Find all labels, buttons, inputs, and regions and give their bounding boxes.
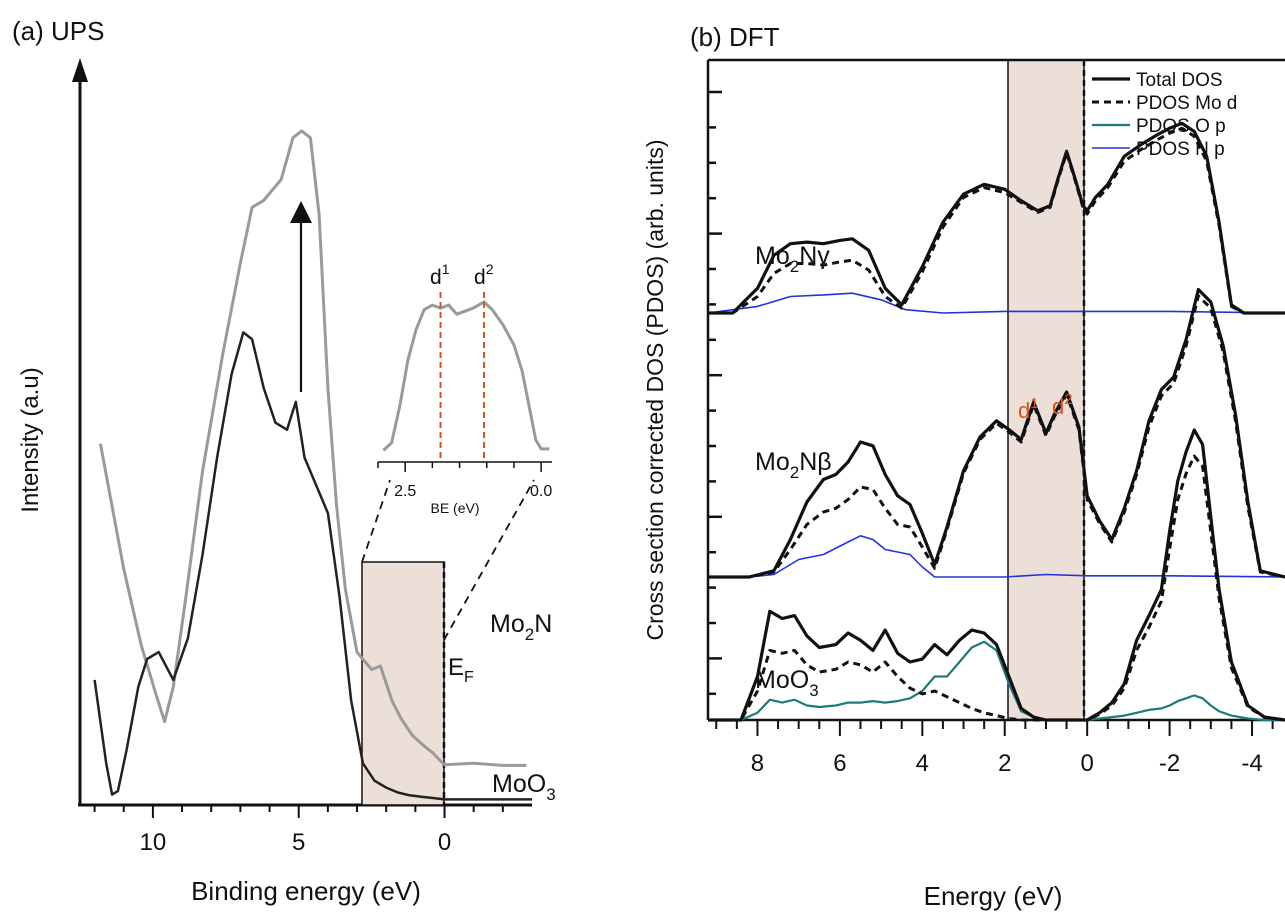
panel-a-x-tick-label: 10 (140, 829, 167, 856)
panel-b-y-label: Cross section corrected DOS (PDOS) (arb.… (642, 139, 668, 640)
panel-b-highlight-band (1007, 59, 1085, 721)
curve-mo2nγ-total-dos (708, 121, 1285, 315)
panel-b-x-label: Energy (eV) (924, 881, 1063, 911)
curve-mo2nβ-total-dos (708, 287, 1285, 579)
curve-mo2n (98, 129, 527, 767)
curve-moo3 (93, 331, 532, 801)
panel-a-x-tick-label: 5 (292, 829, 305, 856)
panel-a-inset: 2.5 0.0 BE (eV) d1 d2 (361, 261, 552, 641)
panel-b-gamma-label: Mo2Nγ (755, 242, 830, 276)
panel-b-x-tick-label: 6 (833, 750, 846, 777)
curve-mo2nβ-pdos-n-p (708, 535, 1285, 578)
panel-b-x-tick-label: -2 (1159, 750, 1180, 777)
inset-peak-d1-label: d1 (430, 261, 450, 289)
curve-mo2nγ-pdos-n-p (707, 292, 1285, 314)
panel-a-ef-label: EF (448, 654, 474, 686)
panel-b-title: (b) DFT (690, 22, 780, 52)
panel-b-y-ticks (708, 90, 722, 696)
inset-curve (382, 300, 550, 452)
legend-label: Total DOS (1136, 70, 1223, 91)
panel-b-x-tick-label: 2 (998, 750, 1011, 777)
inset-x-tick-label: 2.5 (394, 483, 416, 500)
panel-a-title: (a) UPS (12, 16, 104, 46)
panel-a-y-label: Intensity (a.u) (17, 367, 44, 512)
inset-peak-lines (439, 292, 486, 460)
panel-a-x-label: Binding energy (eV) (191, 876, 421, 906)
panel-a-y-axis-arrowhead (72, 58, 88, 82)
panel-a-x-tick-label: 0 (438, 829, 451, 856)
panel-b-curves (707, 121, 1285, 722)
curve-moo3-total-dos (708, 428, 1285, 722)
legend-label: PDOS Mo d (1136, 93, 1237, 114)
panel-b-x-ticks: 8 6 4 2 0 -2 -4 (715, 720, 1274, 777)
panel-a-highlight-band (361, 561, 445, 806)
panel-b-moo3-label: MoO3 (755, 666, 819, 700)
panel-a-moo3-label: MoO3 (492, 770, 556, 804)
inset-spectrum-line (382, 300, 550, 452)
curve-moo3-pdos-o-p (708, 640, 1285, 722)
panel-a-x-ticks: 10 5 0 (93, 805, 504, 856)
curve-moo3-pdos-mo-d (708, 454, 1285, 722)
panel-b-beta-label: Mo2Nβ (755, 448, 832, 482)
panel-b-x-tick-label: -4 (1241, 750, 1262, 777)
panel-a: (a) UPS Intensity (a.u) 10 5 0 Binding ene… (12, 16, 556, 906)
inset-zoom-line-right (443, 479, 535, 641)
panel-b-x-tick-label: 4 (916, 750, 929, 777)
panel-b-d2-label: d2 (1052, 391, 1073, 419)
panel-b-x-tick-label: 0 (1080, 750, 1093, 777)
panel-a-curves (93, 129, 532, 801)
legend-label: PDOS N p (1136, 139, 1225, 160)
panel-b-x-tick-label: 8 (751, 750, 764, 777)
inset-x-label: BE (eV) (430, 500, 479, 516)
inset-x-tick-label: 0.0 (530, 483, 552, 500)
inset-peak-d2-label: d2 (474, 261, 494, 289)
panel-b-d1-label: d1 (1018, 395, 1039, 423)
inset-x-ticks: 2.5 0.0 (377, 462, 552, 500)
panel-b: (b) DFT 8 6 4 2 0 -2 -4 Cross section correcte… (642, 22, 1285, 911)
inset-zoom-line-left (361, 479, 391, 563)
panel-a-mo2n-label: Mo2N (490, 610, 552, 644)
legend-label: PDOS O p (1136, 116, 1226, 137)
